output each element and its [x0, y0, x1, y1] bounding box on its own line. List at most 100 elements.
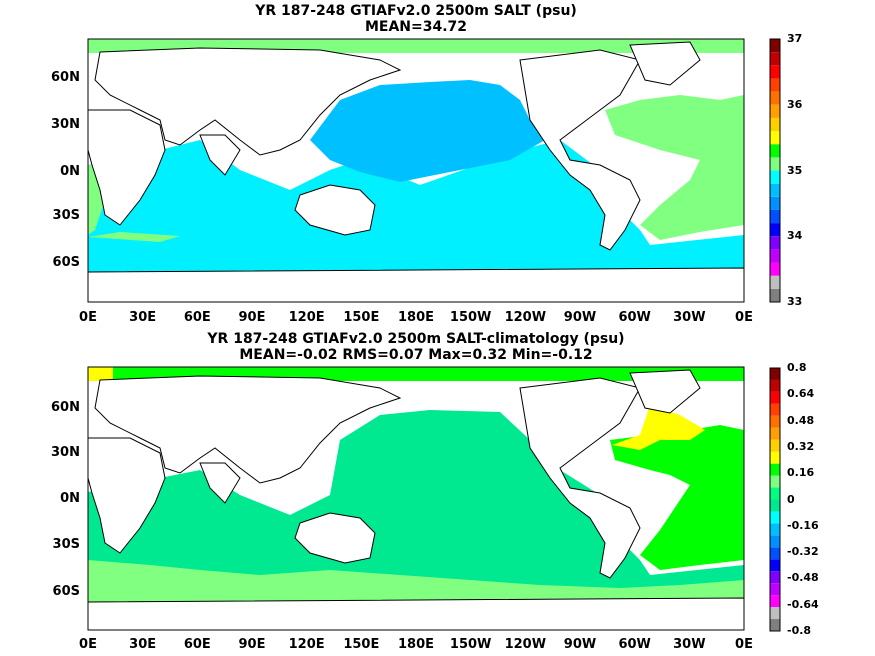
panel1-xlabel: 150E	[343, 310, 380, 325]
colorbar-frame	[769, 38, 781, 303]
colorbar-label: -0.48	[787, 571, 819, 585]
panel2-xlabel: 0E	[79, 637, 97, 652]
colorbar-swatch	[770, 535, 780, 548]
panel1-title: YR 187-248 GTIAFv2.0 2500m SALT (psu)	[255, 3, 577, 19]
colorbar-swatch	[770, 403, 780, 416]
colorbar-label: -0.32	[787, 545, 819, 559]
panel1-africa	[87, 109, 166, 226]
panel1-xlabel: 150W	[449, 310, 492, 325]
panel1-ylabel-60s: 60S	[52, 255, 80, 270]
colorbar-swatch	[770, 475, 780, 488]
panel2-south	[88, 560, 744, 602]
panel1-greenland	[629, 41, 701, 86]
panel2-ylabel-30s: 30S	[52, 537, 80, 552]
panel1-xlabel: 30W	[673, 310, 706, 325]
panel2-australia	[294, 512, 376, 564]
colorbar-label: 0.8	[787, 361, 807, 374]
panel1-eurasia	[94, 47, 402, 156]
panel1-xlabel: 60W	[618, 310, 651, 325]
panel1-xlabel: 60E	[183, 310, 211, 325]
panel1-xlabel: 90E	[238, 310, 266, 325]
panel2-xlabel: 60E	[183, 637, 211, 652]
panel2-ylabel-0n: 0N	[60, 491, 80, 506]
colorbar-swatch	[770, 415, 780, 428]
colorbar-swatch	[770, 183, 780, 197]
panel2-antarctica	[87, 597, 745, 631]
panel1-india	[199, 134, 241, 176]
colorbar-label: 0.64	[787, 387, 815, 401]
panel1-ylabel-60n: 60N	[51, 70, 80, 85]
panel1-xlabel: 120W	[504, 310, 547, 325]
colorbar-swatch	[770, 52, 780, 66]
colorbar-swatch	[770, 275, 780, 289]
panel2-ocean	[88, 410, 744, 610]
panel2-xlabel: 60W	[618, 637, 651, 652]
panel1-southern-lightgreen	[88, 232, 180, 242]
panel2-title: YR 187-248 GTIAFv2.0 2500m SALT-climatol…	[207, 331, 625, 347]
colorbar-swatch	[770, 236, 780, 250]
panel1-ylabel-0n: 0N	[60, 164, 80, 179]
panel1-xlabel: 90W	[563, 310, 597, 325]
panel2-xlabel: 90W	[563, 637, 597, 652]
panel1-mean: MEAN=34.72	[364, 19, 468, 35]
colorbar-swatch	[770, 157, 780, 171]
colorbar-swatch	[770, 288, 780, 302]
colorbar-swatch	[770, 559, 780, 572]
colorbar-swatch	[770, 511, 780, 524]
panel2-greenland	[629, 369, 701, 414]
panel2-ylabel-30n: 30N	[51, 445, 80, 460]
colorbar-swatch	[770, 487, 780, 500]
colorbar-label: 34	[787, 229, 803, 243]
panel1-xlabel: 30E	[129, 310, 157, 325]
panel2-americas	[519, 377, 641, 579]
colorbar-swatch	[770, 65, 780, 79]
colorbar-swatch	[770, 249, 780, 263]
colorbar-swatch	[770, 619, 780, 631]
panel2-yellow	[612, 405, 705, 450]
panel2-xlabel: 150E	[343, 637, 380, 652]
colorbar-swatch	[770, 595, 780, 608]
panel1-colorbar	[769, 38, 781, 303]
colorbar-swatch	[770, 223, 780, 237]
panel1-xlabel: 0E	[735, 310, 753, 325]
colorbar-swatch	[770, 463, 780, 476]
panel1-ylabel-30n: 30N	[51, 117, 80, 132]
panel1-xlabel: 120E	[288, 310, 325, 325]
colorbar-label: 35	[787, 163, 803, 177]
colorbar-swatch	[770, 91, 780, 105]
panel2-eurasia	[94, 375, 402, 484]
panel1-antarctica	[87, 267, 745, 303]
colorbar-swatch	[770, 583, 780, 596]
colorbar-swatch	[770, 39, 780, 53]
panel2-xlabel: 120E	[288, 637, 325, 652]
panel2-stats: MEAN=-0.02 RMS=0.07 Max=0.32 Min=-0.12	[239, 347, 593, 363]
panel1-atlantic	[605, 95, 744, 240]
colorbar-swatch	[770, 547, 780, 560]
colorbar-swatch	[770, 262, 780, 276]
panel1-southern-green	[88, 232, 744, 272]
colorbar-label: -0.16	[787, 518, 819, 532]
colorbar-label: 33	[787, 295, 803, 308]
colorbar-swatch	[770, 571, 780, 584]
colorbar-swatch	[770, 117, 780, 132]
panel2-xlabel: 120W	[504, 637, 547, 652]
colorbar-label: 0.48	[787, 413, 815, 427]
panel2-atlantic-green	[612, 432, 720, 565]
colorbar-swatch	[770, 499, 780, 512]
colorbar-swatch	[770, 391, 780, 404]
colorbar-swatch	[770, 379, 780, 392]
panel1-ylabel-30s: 30S	[52, 208, 80, 223]
colorbar-swatch	[770, 170, 780, 184]
colorbar-swatch	[770, 196, 780, 210]
panel2-xlabel: 90E	[238, 637, 266, 652]
panel2-xlabel: 150W	[449, 637, 492, 652]
colorbar-swatch	[770, 144, 780, 158]
colorbar-swatch	[770, 131, 780, 145]
colorbar-label: -0.64	[787, 597, 819, 611]
colorbar-label: 36	[787, 97, 803, 111]
colorbar-label: 0.16	[787, 466, 815, 480]
panel2-xlabel: 30E	[129, 637, 157, 652]
panel2-map	[87, 366, 745, 631]
panel1-map	[87, 38, 745, 303]
